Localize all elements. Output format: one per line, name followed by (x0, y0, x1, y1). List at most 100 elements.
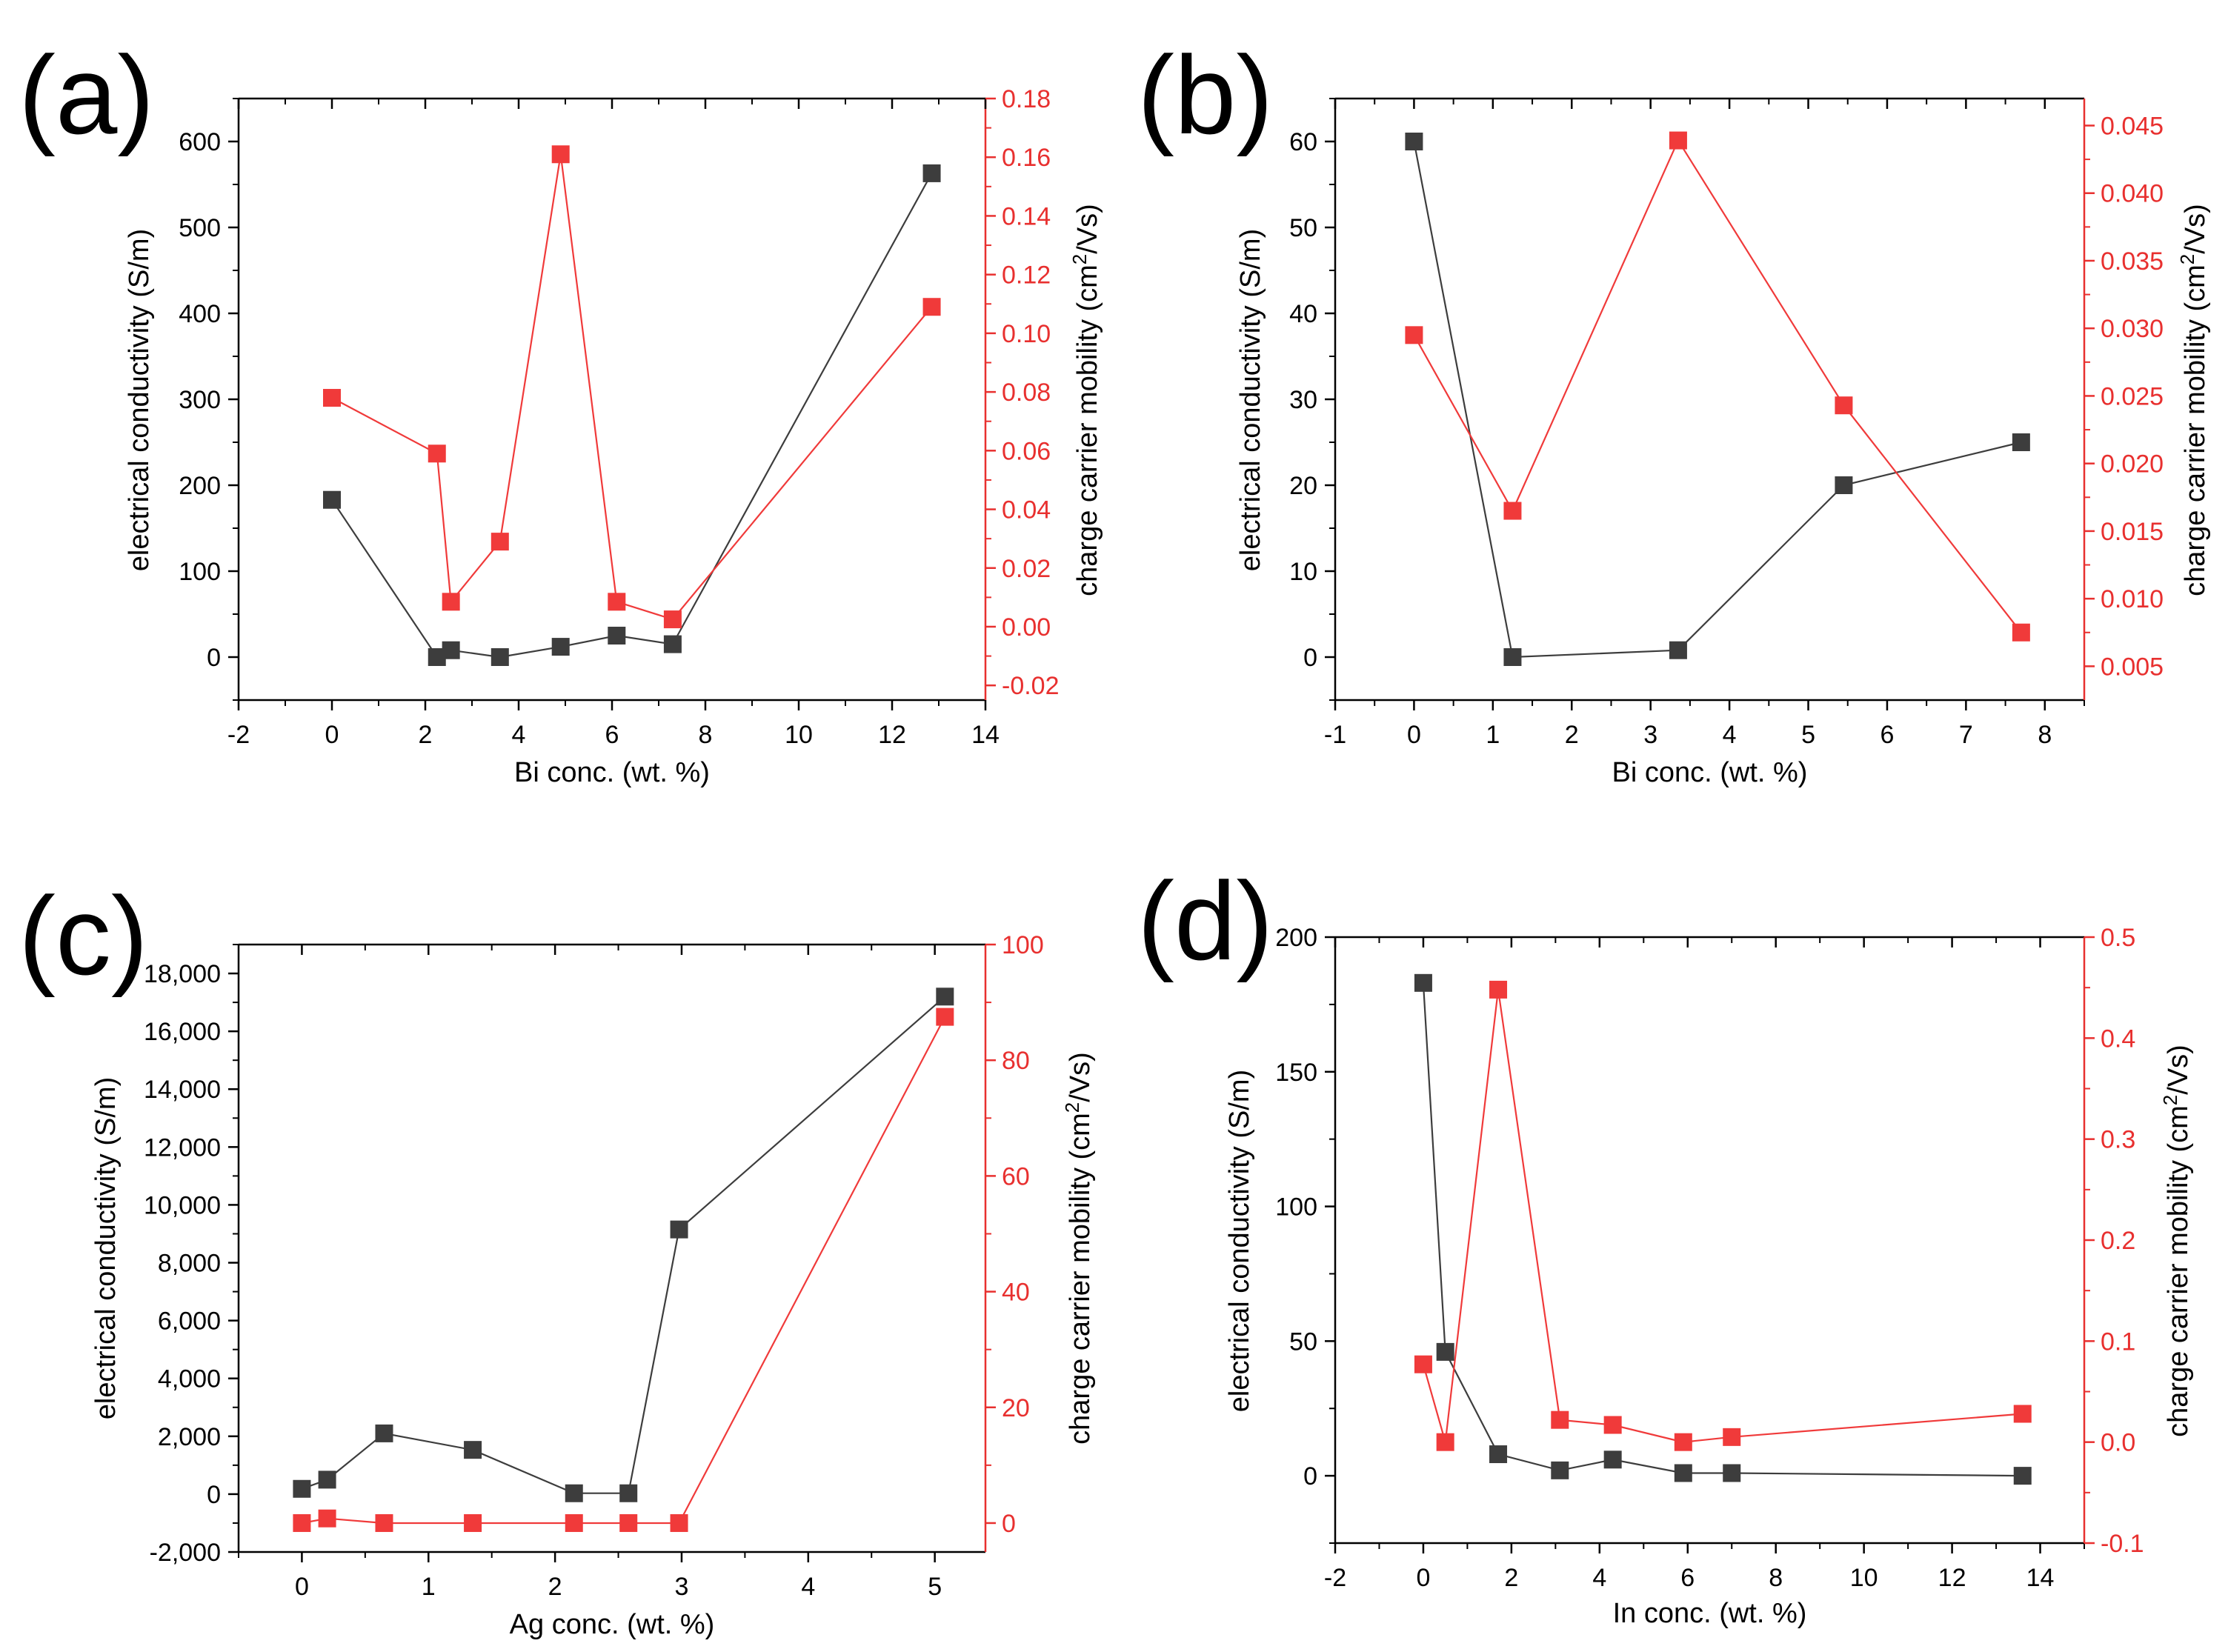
conductivity-point (551, 638, 570, 656)
x-tick-label: 14 (971, 721, 1000, 749)
x-tick-label: -2 (227, 721, 250, 749)
mobility-point (670, 1513, 688, 1532)
mobility-point (323, 389, 341, 407)
x-tick-label: 4 (1592, 1564, 1606, 1592)
mobility-point (619, 1513, 638, 1532)
right-y-tick-label: 0.3 (2101, 1126, 2135, 1154)
conductivity-point (1603, 1451, 1622, 1469)
x-tick-label: 1 (422, 1573, 436, 1601)
left-y-tick-label: 10,000 (144, 1191, 221, 1219)
x-tick-label: 12 (878, 721, 906, 749)
left-y-axis-label: electrical conductivity (S/m) (1224, 1070, 1255, 1412)
right-y-tick-label: 0.06 (1002, 437, 1051, 465)
conductivity-point (565, 1484, 583, 1502)
conductivity-point (608, 627, 626, 645)
left-y-tick-label: 50 (1289, 214, 1317, 242)
left-y-tick-label: 300 (179, 386, 221, 414)
mobility-point (375, 1513, 393, 1532)
left-y-tick-label: 500 (179, 214, 221, 242)
right-y-tick-label: 0.1 (2101, 1328, 2135, 1356)
x-tick-label: 3 (1643, 721, 1657, 749)
x-tick-label: 0 (1416, 1564, 1430, 1592)
conductivity-series-line (1413, 141, 2022, 659)
x-tick-label: 5 (1801, 721, 1815, 749)
mobility-point (922, 298, 941, 316)
mobility-point (1436, 1433, 1454, 1451)
panel-c: (c) 0 1 2 3 4 5 -2,000 0 2,000 4,000 6,000 8,000 10,… (19, 873, 1096, 1640)
x-tick-label: 2 (548, 1573, 562, 1601)
conductivity-point (663, 635, 682, 653)
left-y-tick-label: 40 (1289, 300, 1317, 328)
conductivity-point (1551, 1461, 1569, 1479)
conductivity-point (293, 1479, 311, 1498)
right-y-axis-label: charge carrier mobility (cm2/Vs) (2159, 1045, 2194, 1437)
x-tick-label: 4 (512, 721, 526, 749)
plot-area-d: -2 0 2 4 6 8 10 12 14 0 50 100 150 200 -0.1 0.0 0.1 0.2 0.… (1275, 924, 2144, 1592)
left-y-tick-label: 60 (1289, 128, 1317, 156)
mobility-point (1551, 1410, 1569, 1429)
conductivity-point (922, 164, 941, 182)
x-tick-label: 8 (1769, 1564, 1783, 1592)
x-tick-label: 2 (1504, 1564, 1518, 1592)
panel-label: (c) (19, 873, 148, 998)
plot-area-c: 0 1 2 3 4 5 -2,000 0 2,000 4,000 6,000 8,000 10,000 1… (144, 931, 1044, 1601)
mobility-point (1603, 1416, 1622, 1434)
conductivity-point (1405, 133, 1423, 150)
left-y-tick-label: 200 (179, 472, 221, 500)
x-tick-label: 6 (605, 721, 619, 749)
mobility-series-line (1422, 989, 2023, 1443)
mobility-series-line (331, 154, 933, 621)
mobility-point (936, 1007, 954, 1026)
right-y-axis-label: charge carrier mobility (cm2/Vs) (2176, 204, 2211, 596)
conductivity-point (1723, 1464, 1741, 1482)
x-tick-label: 6 (1680, 1564, 1695, 1592)
plot-area-a: -2 0 2 4 6 8 10 12 14 0 100 200 300 400 500 600 -0.02 0.0… (179, 85, 1059, 749)
right-y-tick-label: 0.0 (2101, 1429, 2135, 1457)
left-y-tick-label: 6,000 (158, 1308, 221, 1336)
right-y-tick-label: 80 (1002, 1047, 1030, 1075)
x-tick-label: 8 (699, 721, 713, 749)
right-y-tick-label: 0.5 (2101, 924, 2135, 952)
right-y-tick-label: 0.4 (2101, 1025, 2135, 1053)
mobility-point (1674, 1433, 1692, 1451)
mobility-point (2012, 623, 2030, 642)
left-y-tick-label: -2,000 (150, 1539, 221, 1567)
left-y-tick-label: 0 (1303, 1462, 1317, 1491)
mobility-point (442, 593, 460, 611)
right-y-tick-label: 0.08 (1002, 379, 1051, 407)
conductivity-point (318, 1471, 336, 1489)
conductivity-point (1835, 476, 1853, 494)
left-y-tick-label: 50 (1289, 1328, 1317, 1356)
x-axis-label: Ag conc. (wt. %) (510, 1609, 715, 1640)
x-tick-label: 1 (1486, 721, 1500, 749)
right-y-tick-label: 0.005 (2101, 653, 2164, 681)
left-y-tick-label: 12,000 (144, 1133, 221, 1162)
right-y-tick-label: 0.035 (2101, 247, 2164, 276)
right-y-tick-label: 0.18 (1002, 85, 1051, 113)
right-y-axis-label: charge carrier mobility (cm2/Vs) (1061, 1052, 1096, 1445)
right-y-tick-label: 0.025 (2101, 382, 2164, 410)
mobility-point (318, 1509, 336, 1528)
x-tick-label: 14 (2026, 1564, 2055, 1592)
conductivity-point (1489, 1445, 1508, 1464)
mobility-point (1489, 980, 1508, 999)
x-tick-label: 12 (1938, 1564, 1966, 1592)
left-y-tick-label: 200 (1275, 924, 1317, 952)
x-tick-label: 4 (1723, 721, 1737, 749)
left-y-tick-label: 8,000 (158, 1250, 221, 1278)
mobility-series-line (1413, 139, 2022, 633)
mobility-point (1723, 1428, 1741, 1446)
right-y-tick-label: 0.04 (1002, 496, 1051, 524)
left-y-tick-label: 16,000 (144, 1018, 221, 1046)
x-tick-label: 5 (928, 1573, 942, 1601)
mobility-point (293, 1513, 311, 1532)
conductivity-point (619, 1484, 638, 1502)
right-y-tick-label: 0.02 (1002, 555, 1051, 583)
right-y-axis-label: charge carrier mobility (cm2/Vs) (1068, 204, 1103, 596)
right-y-tick-label: 0.2 (2101, 1227, 2135, 1255)
mobility-point (1405, 326, 1423, 344)
x-tick-label: 2 (419, 721, 433, 749)
x-tick-label: -2 (1324, 1564, 1346, 1592)
left-y-tick-label: 600 (179, 128, 221, 156)
conductivity-point (2013, 1467, 2032, 1485)
